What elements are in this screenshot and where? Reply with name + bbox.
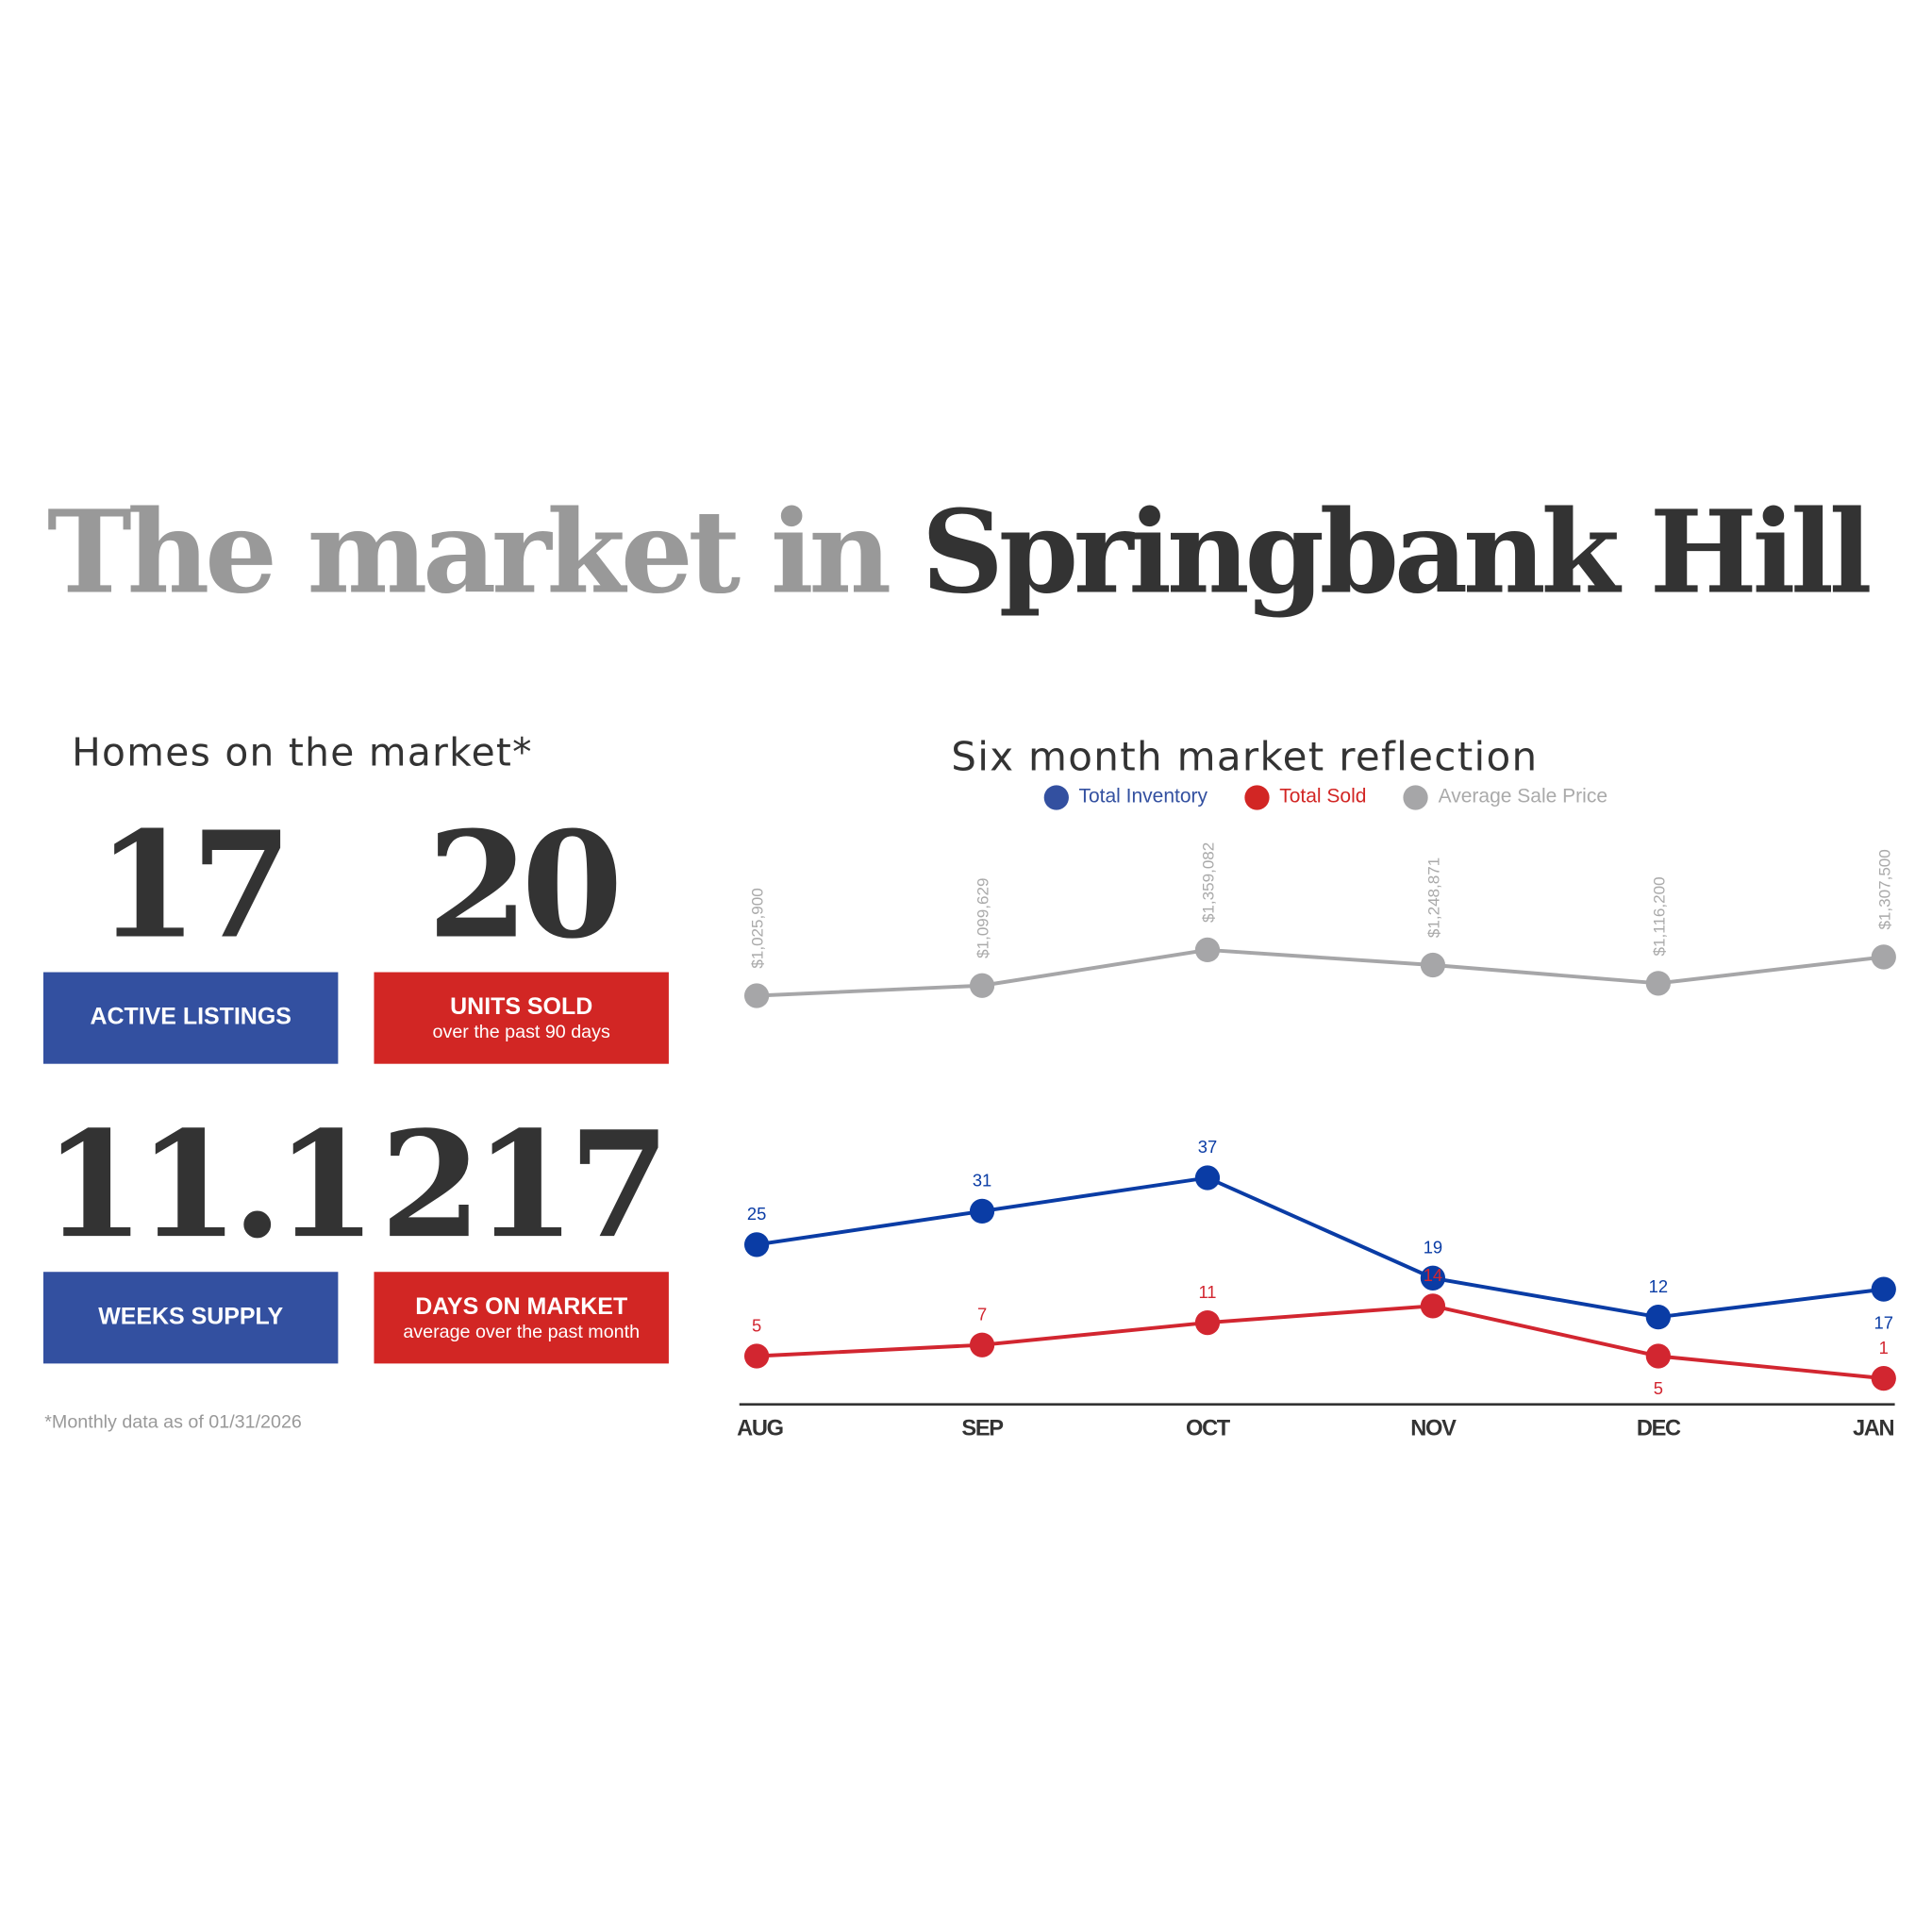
page-title: The market in Springbank Hill <box>46 485 1873 620</box>
inventory-point <box>1645 1305 1671 1330</box>
inventory-data-label: 25 <box>747 1204 766 1224</box>
legend-label: Average Sale Price <box>1438 786 1608 808</box>
price-data-label: $1,248,871 <box>1424 858 1442 938</box>
x-tick-label: JAN <box>1853 1417 1894 1441</box>
sold-data-label: 1 <box>1879 1338 1889 1357</box>
inventory-point <box>1420 1265 1446 1291</box>
price-point <box>1645 971 1671 996</box>
price-point <box>969 973 995 998</box>
stat-label: WEEKS SUPPLY <box>98 1304 284 1330</box>
chart-title: Six month market reflection <box>951 733 1539 781</box>
sold-data-label: 14 <box>1424 1265 1442 1285</box>
price-data-label: $1,025,900 <box>749 888 767 968</box>
sold-point <box>969 1332 995 1357</box>
legend-item-price: Average Sale Price <box>1403 785 1608 810</box>
x-tick-label: SEP <box>961 1417 1003 1441</box>
stat-sublabel: average over the past month <box>403 1321 641 1342</box>
legend-item-sold: Total Sold <box>1244 785 1367 810</box>
weeks-supply-value: 11.1 <box>42 1098 377 1271</box>
units-sold-box: UNITS SOLD over the past 90 days <box>374 972 669 1064</box>
units-sold-value: 20 <box>426 798 624 972</box>
title-place: Springbank Hill <box>921 485 1873 620</box>
price-point <box>1871 944 1896 970</box>
sold-data-label: 11 <box>1198 1282 1216 1302</box>
inventory-point <box>743 1232 770 1257</box>
legend-dot <box>1244 785 1270 810</box>
legend-dot <box>1043 785 1069 810</box>
sold-data-label: 7 <box>977 1304 987 1324</box>
stat-label: ACTIVE LISTINGS <box>90 1004 291 1031</box>
price-data-label: $1,359,082 <box>1200 842 1218 923</box>
legend-label: Total Sold <box>1279 786 1367 808</box>
days-on-market-box: DAYS ON MARKET average over the past mont… <box>374 1272 669 1364</box>
price-data-label: $1,116,200 <box>1650 876 1668 956</box>
price-data-label: $1,099,629 <box>974 878 992 958</box>
inventory-line <box>756 1175 1885 1320</box>
inventory-data-label: 17 <box>1874 1313 1893 1333</box>
x-tick-label: OCT <box>1186 1417 1231 1441</box>
sold-point <box>743 1343 770 1369</box>
legend-label: Total Inventory <box>1078 786 1208 808</box>
sold-point <box>1420 1293 1446 1319</box>
sold-point <box>1194 1309 1221 1336</box>
legend-item-inventory: Total Inventory <box>1043 785 1208 810</box>
active-listings-box: ACTIVE LISTINGS <box>42 972 339 1064</box>
weeks-supply-box: WEEKS SUPPLY <box>42 1272 339 1364</box>
x-tick-label: AUG <box>737 1417 783 1441</box>
price-data-label: $1,307,500 <box>1875 849 1893 929</box>
inventory-data-label: 19 <box>1424 1238 1442 1257</box>
price-point <box>1420 952 1446 978</box>
legend-dot <box>1403 785 1429 810</box>
sold-line <box>757 1304 1884 1381</box>
inventory-point <box>1871 1276 1896 1302</box>
chart-legend: Total Inventory Total Sold Average Sale … <box>1043 785 1645 810</box>
title-prefix: The market in <box>46 485 891 620</box>
price-point <box>1194 937 1221 963</box>
x-tick-label: DEC <box>1637 1417 1681 1441</box>
inventory-data-label: 12 <box>1649 1276 1668 1296</box>
homes-heading: Homes on the market* <box>72 730 533 775</box>
days-on-market-value: 217 <box>379 1098 671 1271</box>
sold-point <box>1871 1366 1896 1391</box>
stat-sublabel: over the past 90 days <box>432 1021 610 1042</box>
inventory-data-label: 37 <box>1198 1137 1217 1157</box>
active-listings-value: 17 <box>96 798 292 972</box>
inventory-point <box>1194 1165 1221 1191</box>
inventory-point <box>969 1198 995 1224</box>
price-point <box>743 983 770 1008</box>
footnote: *Monthly data as of 01/31/2026 <box>44 1411 302 1433</box>
x-tick-label: NOV <box>1410 1417 1457 1441</box>
stat-label: DAYS ON MARKET <box>415 1293 628 1320</box>
sold-point <box>1645 1343 1671 1369</box>
inventory-data-label: 31 <box>973 1171 991 1191</box>
sold-data-label: 5 <box>752 1315 761 1335</box>
sold-data-label: 5 <box>1654 1378 1663 1398</box>
price-line <box>757 947 1884 998</box>
stat-label: UNITS SOLD <box>450 993 593 1021</box>
